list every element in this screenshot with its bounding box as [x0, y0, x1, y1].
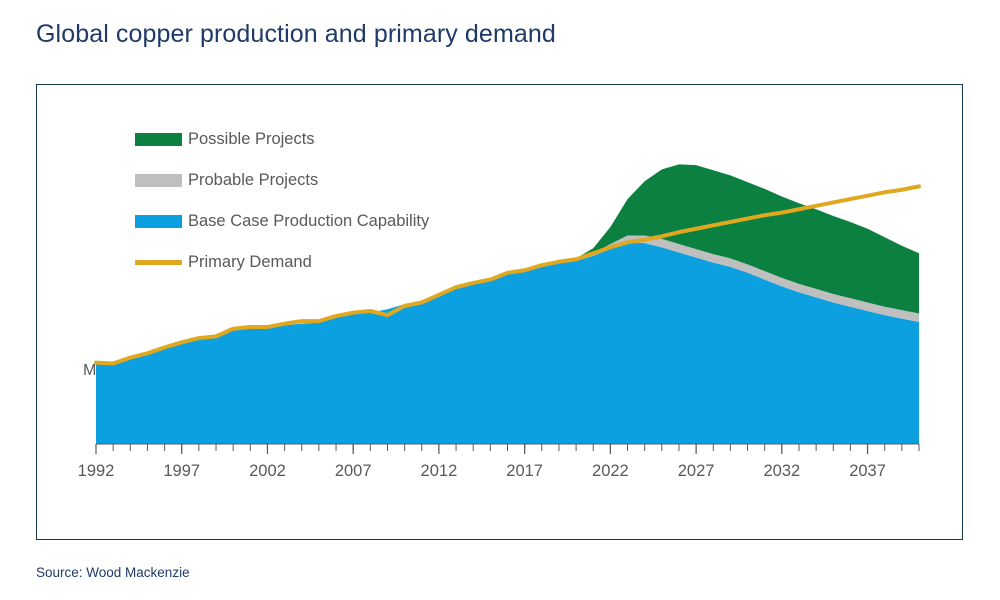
chart-frame: Possible Projects Probable Projects Base… — [36, 84, 963, 540]
page-title: Global copper production and primary dem… — [36, 20, 556, 48]
source-note: Source: Wood Mackenzie — [36, 565, 190, 580]
legend-item-base-case[interactable]: Base Case Production Capability — [135, 201, 429, 242]
x-axis-tick-label: 2027 — [678, 462, 715, 480]
chart-plot-area: 1992 1997 2002 2007 2012 2017 2022 2027 2032 2037 — [78, 164, 921, 480]
legend-label-probable-projects: Probable Projects — [188, 171, 319, 189]
x-axis-tick-label: 2022 — [592, 462, 629, 480]
x-axis-tick-label: 1997 — [163, 462, 200, 480]
legend-swatch-possible-projects — [135, 133, 182, 146]
x-axis-tick-label: 2012 — [421, 462, 458, 480]
legend-label-base-case: Base Case Production Capability — [188, 212, 430, 230]
chart-legend: Possible Projects Probable Projects Base… — [135, 119, 429, 283]
area-base-case-production-capability — [96, 242, 919, 444]
x-axis-tick-label: 2037 — [849, 462, 886, 480]
x-axis: 1992 1997 2002 2007 2012 2017 2022 2027 2032 2037 — [78, 443, 920, 480]
stacked-area-layers — [96, 164, 919, 444]
legend-swatch-primary-demand — [135, 260, 182, 265]
x-axis-tick-label: 2017 — [506, 462, 543, 480]
legend-item-probable-projects[interactable]: Probable Projects — [135, 160, 429, 201]
x-axis-tick-label: 2007 — [335, 462, 372, 480]
area-possible-projects — [96, 164, 919, 365]
x-axis-tick-label: 1992 — [78, 462, 115, 480]
legend-item-primary-demand[interactable]: Primary Demand — [135, 242, 429, 283]
legend-item-possible-projects[interactable]: Possible Projects — [135, 119, 429, 160]
line-primary-demand — [94, 184, 921, 366]
legend-swatch-probable-projects — [135, 174, 182, 187]
x-axis-tick-label: 2032 — [763, 462, 800, 480]
x-axis-tick-label: 2002 — [249, 462, 286, 480]
legend-label-possible-projects: Possible Projects — [188, 130, 315, 148]
legend-label-primary-demand: Primary Demand — [188, 253, 312, 271]
primary-demand-line — [94, 184, 921, 366]
legend-swatch-base-case — [135, 215, 182, 228]
